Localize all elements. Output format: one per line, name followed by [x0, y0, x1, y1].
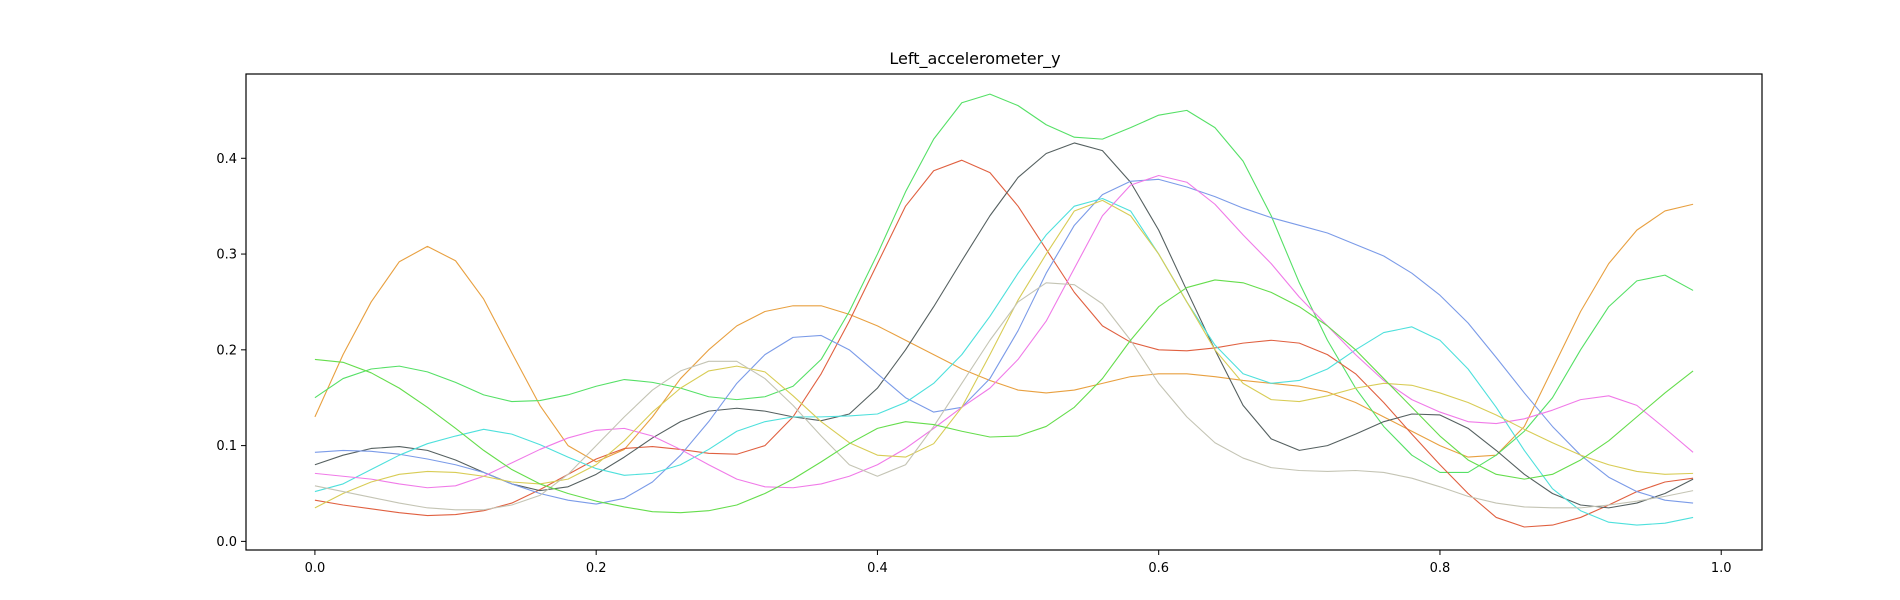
x-tick-label: 0.4 [867, 561, 888, 576]
y-tick-label: 0.0 [216, 535, 237, 550]
series-line-9 [314, 282, 1694, 511]
series-line-10 [314, 279, 1694, 514]
y-tick-label: 0.4 [216, 152, 237, 167]
series-line-8 [314, 199, 1694, 509]
plot-area-frame [245, 73, 1763, 551]
series-line-2 [314, 93, 1694, 473]
series-line-5 [314, 178, 1694, 505]
series-line-1 [314, 203, 1694, 463]
series-line-3 [314, 159, 1694, 528]
axes-layer: 0.0 0.2 0.4 0.6 0.8 1.0 0.0 0.1 0.2 0.3 0.4 [216, 152, 1731, 576]
x-tick-label: 0.8 [1430, 561, 1451, 576]
y-tick-label: 0.1 [216, 439, 237, 454]
series-line-7 [314, 174, 1694, 489]
x-tick-label: 0.6 [1148, 561, 1169, 576]
y-tick-label: 0.2 [216, 343, 237, 358]
series-layer [314, 93, 1694, 528]
chart-title: Left_accelerometer_y [889, 49, 1060, 69]
series-line-4 [314, 142, 1694, 509]
x-tick-label: 1.0 [1711, 561, 1732, 576]
x-tick-label: 0.2 [586, 561, 607, 576]
series-line-6 [314, 197, 1694, 526]
y-tick-label: 0.3 [216, 248, 237, 263]
x-tick-label: 0.0 [305, 561, 326, 576]
